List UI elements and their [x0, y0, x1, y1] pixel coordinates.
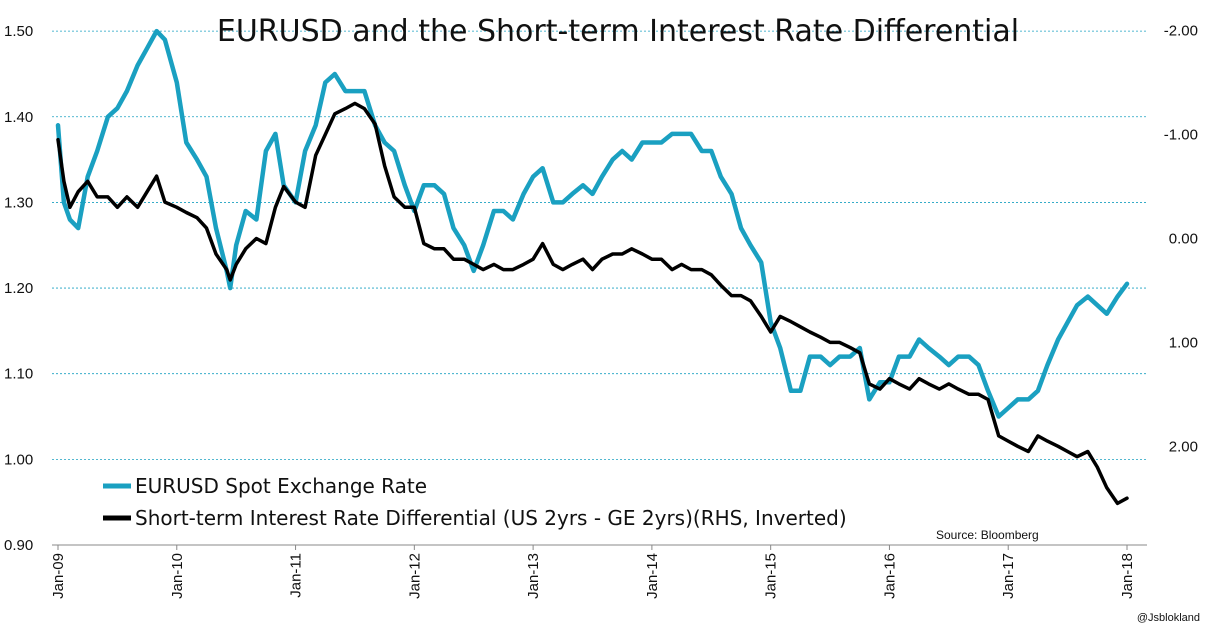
x-tick-label: Jan-17	[1000, 553, 1017, 599]
y-right-tick-label: 0.00	[1169, 230, 1198, 247]
x-tick-label: Jan-09	[50, 553, 67, 599]
x-tick-label: Jan-12	[406, 553, 423, 599]
x-tick-label: Jan-11	[288, 553, 305, 598]
y-left-tick-label: 1.30	[4, 194, 33, 211]
chart-title: EURUSD and the Short-term Interest Rate …	[217, 14, 1019, 49]
y-left-tick-label: 1.10	[4, 366, 33, 383]
credit-watermark: @Jsblokland	[1137, 612, 1200, 624]
y-left-tick-label: 1.40	[4, 109, 33, 126]
x-tick-label: Jan-10	[169, 553, 186, 599]
y-right-tick-label: 2.00	[1169, 438, 1198, 455]
series-layer	[55, 28, 1130, 506]
legend: EURUSD Spot Exchange Rate Short-term Int…	[103, 474, 847, 530]
source-note: Source: Bloomberg	[936, 528, 1039, 542]
axes: 0.90 1.00 1.10 1.20 1.30 1.40 1.50 -2.00 -1.00 0.…	[4, 23, 1198, 599]
y-left-tick-label: 1.20	[4, 280, 33, 297]
y-left-tick-label: 0.90	[4, 537, 33, 554]
x-tick-label: Jan-14	[644, 553, 661, 599]
x-tick-label: Jan-18	[1119, 553, 1136, 599]
x-tick-label: Jan-13	[525, 553, 542, 599]
y-left-tick-label: 1.50	[4, 23, 33, 40]
y-right-tick-label: -2.00	[1164, 23, 1198, 40]
y-right-tick-label: -1.00	[1164, 127, 1198, 144]
legend-label-eurusd: EURUSD Spot Exchange Rate	[135, 474, 427, 498]
x-tick-label: Jan-16	[881, 553, 898, 599]
legend-label-rate-differential: Short-term Interest Rate Differential (U…	[135, 506, 847, 530]
y-left-tick-label: 1.00	[4, 451, 33, 468]
gridlines	[52, 30, 1147, 460]
series-line-rate-differential	[56, 101, 1129, 506]
y-right-tick-label: 1.00	[1169, 334, 1198, 351]
x-tick-label: Jan-15	[763, 553, 780, 599]
